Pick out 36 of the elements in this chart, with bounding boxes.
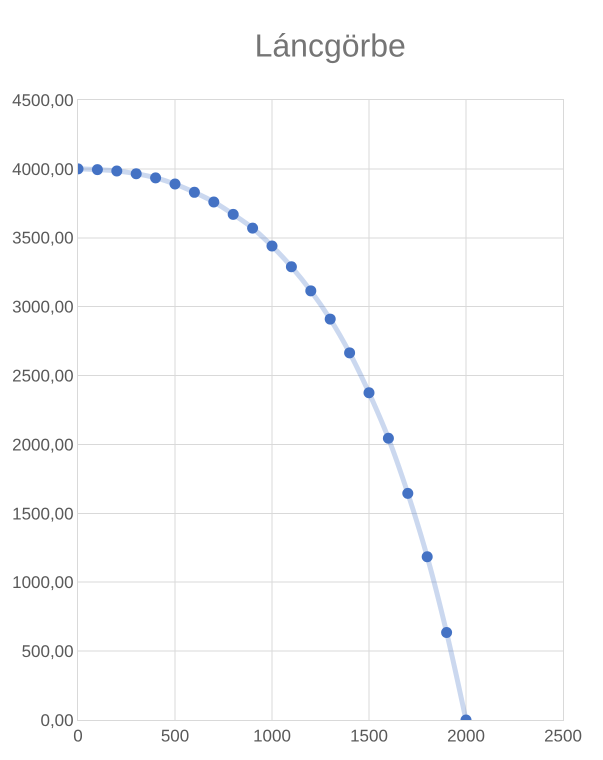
point	[188, 186, 200, 198]
y-tick-label: 4500,00	[12, 90, 74, 110]
point	[228, 208, 239, 220]
chart-title: Láncgörbe	[254, 28, 406, 64]
point	[150, 172, 162, 184]
y-tick-label: 1000,00	[12, 573, 74, 592]
point	[92, 164, 103, 176]
y-tick-label: 0,00	[40, 710, 74, 730]
x-tick-label: 0	[73, 726, 83, 746]
y-tick-label: 4000,00	[12, 160, 74, 179]
y-tick-label: 3500,00	[12, 228, 74, 248]
point	[422, 551, 433, 562]
y-tick-label: 500,00	[22, 642, 74, 662]
point	[111, 165, 122, 176]
x-tick-label: 2500	[544, 726, 582, 746]
x-tick-label: 500	[160, 726, 190, 746]
point	[130, 168, 142, 180]
point	[402, 488, 414, 499]
y-tick-label: 2500,00	[12, 366, 74, 386]
point	[364, 387, 374, 398]
point	[344, 347, 356, 358]
point	[382, 432, 394, 444]
y-tick-label: 1500,00	[12, 504, 74, 524]
y-tick-label: 3000,00	[12, 298, 74, 317]
point	[208, 196, 220, 208]
point	[247, 222, 258, 234]
point	[266, 240, 278, 252]
point	[286, 261, 297, 272]
x-tick-label: 2000	[447, 726, 485, 746]
x-tick-label: 1500	[350, 726, 388, 746]
x-tick-label: 1000	[253, 726, 291, 746]
y-tick-label: 2000,00	[12, 435, 74, 454]
point	[305, 285, 316, 296]
point	[170, 178, 180, 190]
point	[324, 314, 336, 325]
point	[441, 627, 452, 638]
